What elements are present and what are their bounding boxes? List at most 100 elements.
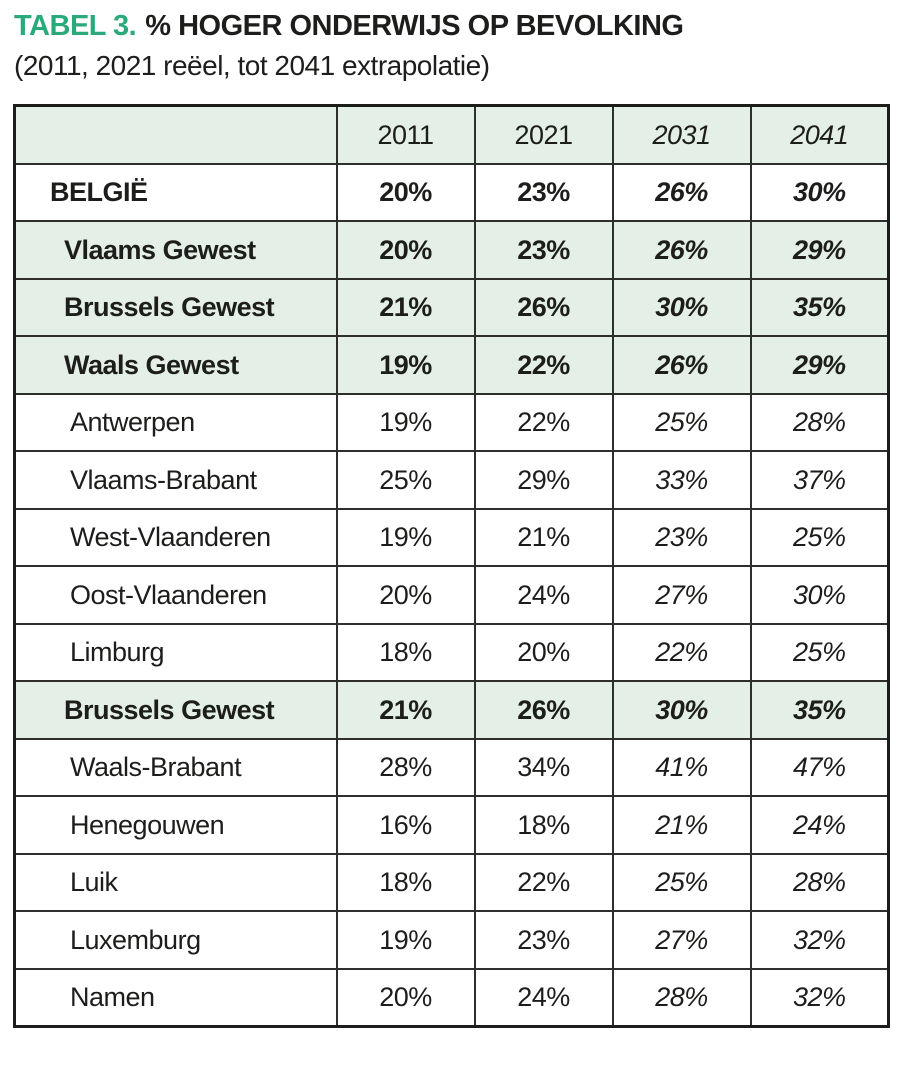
value-cell: 33% xyxy=(611,450,752,510)
value-cell: 29% xyxy=(749,335,890,395)
row-label: Waals-Brabant xyxy=(13,737,338,798)
header-cell-2011: 2011 xyxy=(335,104,476,165)
table-row: Henegouwen 16% 18% 21% 24% xyxy=(13,795,890,855)
header-cell-2021: 2021 xyxy=(473,104,614,165)
value-cell: 19% xyxy=(335,335,476,395)
table-row: Luxemburg 19% 23% 27% 32% xyxy=(13,910,890,970)
value-cell: 24% xyxy=(749,795,890,855)
value-cell: 25% xyxy=(335,450,476,510)
table-row: Luik 18% 22% 25% 28% xyxy=(13,852,890,913)
data-table: 2011 2021 2031 2041 BELGIË 20% 23% 26% 30% Vl… xyxy=(13,104,890,1029)
header-cell-2041: 2041 xyxy=(749,104,890,165)
row-label: Namen xyxy=(13,967,338,1028)
value-cell: 26% xyxy=(611,162,752,223)
value-cell: 21% xyxy=(611,795,752,855)
row-label: Luxemburg xyxy=(13,910,338,970)
value-cell: 27% xyxy=(611,565,752,625)
value-cell: 19% xyxy=(335,392,476,453)
table-row: Oost-Vlaanderen 20% 24% 27% 30% xyxy=(13,565,890,625)
value-cell: 23% xyxy=(473,162,614,223)
value-cell: 23% xyxy=(473,910,614,970)
table-title-text: % HOGER ONDERWIJS OP BEVOLKING xyxy=(145,10,684,42)
value-cell: 35% xyxy=(749,277,890,338)
value-cell: 28% xyxy=(335,737,476,798)
value-cell: 34% xyxy=(473,737,614,798)
value-cell: 21% xyxy=(335,277,476,338)
title-block: TABEL 3.% HOGER ONDERWIJS OP BEVOLKING (… xyxy=(0,0,900,82)
table-row: Waals-Brabant 28% 34% 41% 47% xyxy=(13,737,890,798)
value-cell: 22% xyxy=(473,392,614,453)
value-cell: 28% xyxy=(749,392,890,453)
value-cell: 23% xyxy=(473,220,614,280)
value-cell: 18% xyxy=(335,622,476,683)
table-row: Antwerpen 19% 22% 25% 28% xyxy=(13,392,890,453)
header-row: 2011 2021 2031 2041 xyxy=(13,104,890,165)
value-cell: 28% xyxy=(749,852,890,913)
row-label: Luik xyxy=(13,852,338,913)
value-cell: 32% xyxy=(749,910,890,970)
value-cell: 26% xyxy=(473,277,614,338)
value-cell: 20% xyxy=(335,220,476,280)
table-header: 2011 2021 2031 2041 xyxy=(13,104,890,165)
row-label: BELGIË xyxy=(13,162,338,223)
value-cell: 20% xyxy=(473,622,614,683)
value-cell: 26% xyxy=(611,220,752,280)
value-cell: 35% xyxy=(749,680,890,740)
table-row: Namen 20% 24% 28% 32% xyxy=(13,967,890,1028)
row-label: Antwerpen xyxy=(13,392,338,453)
table-subtitle: (2011, 2021 reëel, tot 2041 extrapolatie… xyxy=(14,50,490,82)
value-cell: 30% xyxy=(749,162,890,223)
value-cell: 16% xyxy=(335,795,476,855)
value-cell: 27% xyxy=(611,910,752,970)
header-cell-2031: 2031 xyxy=(611,104,752,165)
row-label: West-Vlaanderen xyxy=(13,507,338,568)
value-cell: 32% xyxy=(749,967,890,1028)
value-cell: 29% xyxy=(473,450,614,510)
value-cell: 47% xyxy=(749,737,890,798)
value-cell: 19% xyxy=(335,910,476,970)
value-cell: 26% xyxy=(611,335,752,395)
page-title: TABEL 3.% HOGER ONDERWIJS OP BEVOLKING xyxy=(14,10,900,43)
value-cell: 28% xyxy=(611,967,752,1028)
value-cell: 25% xyxy=(611,392,752,453)
table-number-label: TABEL 3. xyxy=(14,10,137,42)
value-cell: 24% xyxy=(473,967,614,1028)
row-label: Brussels Gewest xyxy=(13,680,338,740)
value-cell: 30% xyxy=(611,277,752,338)
value-cell: 18% xyxy=(473,795,614,855)
table-body: BELGIË 20% 23% 26% 30% Vlaams Gewest 20% 23% 26%… xyxy=(13,162,890,1028)
table-row: Vlaams Gewest 20% 23% 26% 29% xyxy=(13,220,890,280)
value-cell: 20% xyxy=(335,162,476,223)
row-label: Vlaams-Brabant xyxy=(13,450,338,510)
value-cell: 25% xyxy=(749,507,890,568)
row-label: Vlaams Gewest xyxy=(13,220,338,280)
value-cell: 18% xyxy=(335,852,476,913)
table-row: Limburg 18% 20% 22% 25% xyxy=(13,622,890,683)
table-row: Waals Gewest 19% 22% 26% 29% xyxy=(13,335,890,395)
value-cell: 21% xyxy=(473,507,614,568)
value-cell: 22% xyxy=(473,852,614,913)
table-row: BELGIË 20% 23% 26% 30% xyxy=(13,162,890,223)
value-cell: 23% xyxy=(611,507,752,568)
value-cell: 20% xyxy=(335,967,476,1028)
row-label: Oost-Vlaanderen xyxy=(13,565,338,625)
value-cell: 22% xyxy=(473,335,614,395)
value-cell: 21% xyxy=(335,680,476,740)
value-cell: 22% xyxy=(611,622,752,683)
value-cell: 25% xyxy=(749,622,890,683)
table-row: Brussels Gewest 21% 26% 30% 35% xyxy=(13,680,890,740)
row-label: Waals Gewest xyxy=(13,335,338,395)
value-cell: 25% xyxy=(611,852,752,913)
value-cell: 29% xyxy=(749,220,890,280)
value-cell: 30% xyxy=(611,680,752,740)
value-cell: 37% xyxy=(749,450,890,510)
row-label: Henegouwen xyxy=(13,795,338,855)
value-cell: 19% xyxy=(335,507,476,568)
value-cell: 24% xyxy=(473,565,614,625)
table-row: Vlaams-Brabant 25% 29% 33% 37% xyxy=(13,450,890,510)
row-label: Brussels Gewest xyxy=(13,277,338,338)
table-row: Brussels Gewest 21% 26% 30% 35% xyxy=(13,277,890,338)
value-cell: 26% xyxy=(473,680,614,740)
table-row: West-Vlaanderen 19% 21% 23% 25% xyxy=(13,507,890,568)
